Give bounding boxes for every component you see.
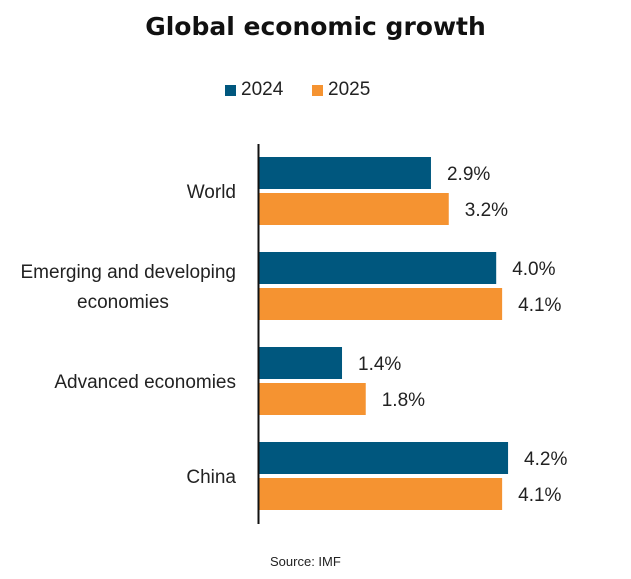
bar-2025-3 [259, 478, 503, 510]
legend-item-2025: 2025 [312, 79, 370, 101]
bar-2025-1 [259, 288, 503, 320]
value-label-2025-1: 4.1% [518, 295, 561, 316]
legend-item-2024: 2024 [225, 79, 283, 101]
category-label-1-line-0: Emerging and developing [21, 262, 237, 283]
bar-2025-2 [259, 383, 366, 415]
legend-label-2025: 2025 [328, 79, 371, 100]
legend: 2024 2025 [0, 79, 631, 105]
value-label-2024-2: 1.4% [358, 354, 401, 375]
value-label-2025-0: 3.2% [465, 200, 508, 221]
bar-2024-0 [259, 157, 431, 189]
chart-title: Global economic growth [145, 12, 486, 41]
value-labels-group: 2.9% 3.2% 4.0% 4.1% 1.4% 1.8% 4.2% 4.1% [358, 164, 567, 506]
bar-2024-2 [259, 347, 343, 379]
value-label-2024-3: 4.2% [524, 449, 567, 470]
category-label-3-line-0: China [186, 467, 236, 488]
bars-group [259, 157, 509, 510]
value-label-2025-2: 1.8% [382, 390, 425, 411]
category-label-0-line-0: World [187, 182, 236, 203]
bar-2025-0 [259, 193, 449, 225]
legend-swatch-2024 [225, 84, 236, 96]
category-label-1-line-1: economies [77, 292, 169, 313]
value-label-2024-0: 2.9% [447, 164, 490, 185]
category-label-2-line-0: Advanced economies [54, 372, 236, 393]
legend-swatch-2025 [312, 84, 323, 96]
source-note: Source: IMF [270, 554, 341, 569]
bar-2024-1 [259, 252, 497, 284]
value-label-2024-1: 4.0% [512, 259, 555, 280]
category-labels-group: World Emerging and developing economies Adv… [21, 182, 237, 488]
bar-2024-3 [259, 442, 509, 474]
legend-label-2024: 2024 [241, 79, 284, 100]
value-label-2025-3: 4.1% [518, 485, 561, 506]
